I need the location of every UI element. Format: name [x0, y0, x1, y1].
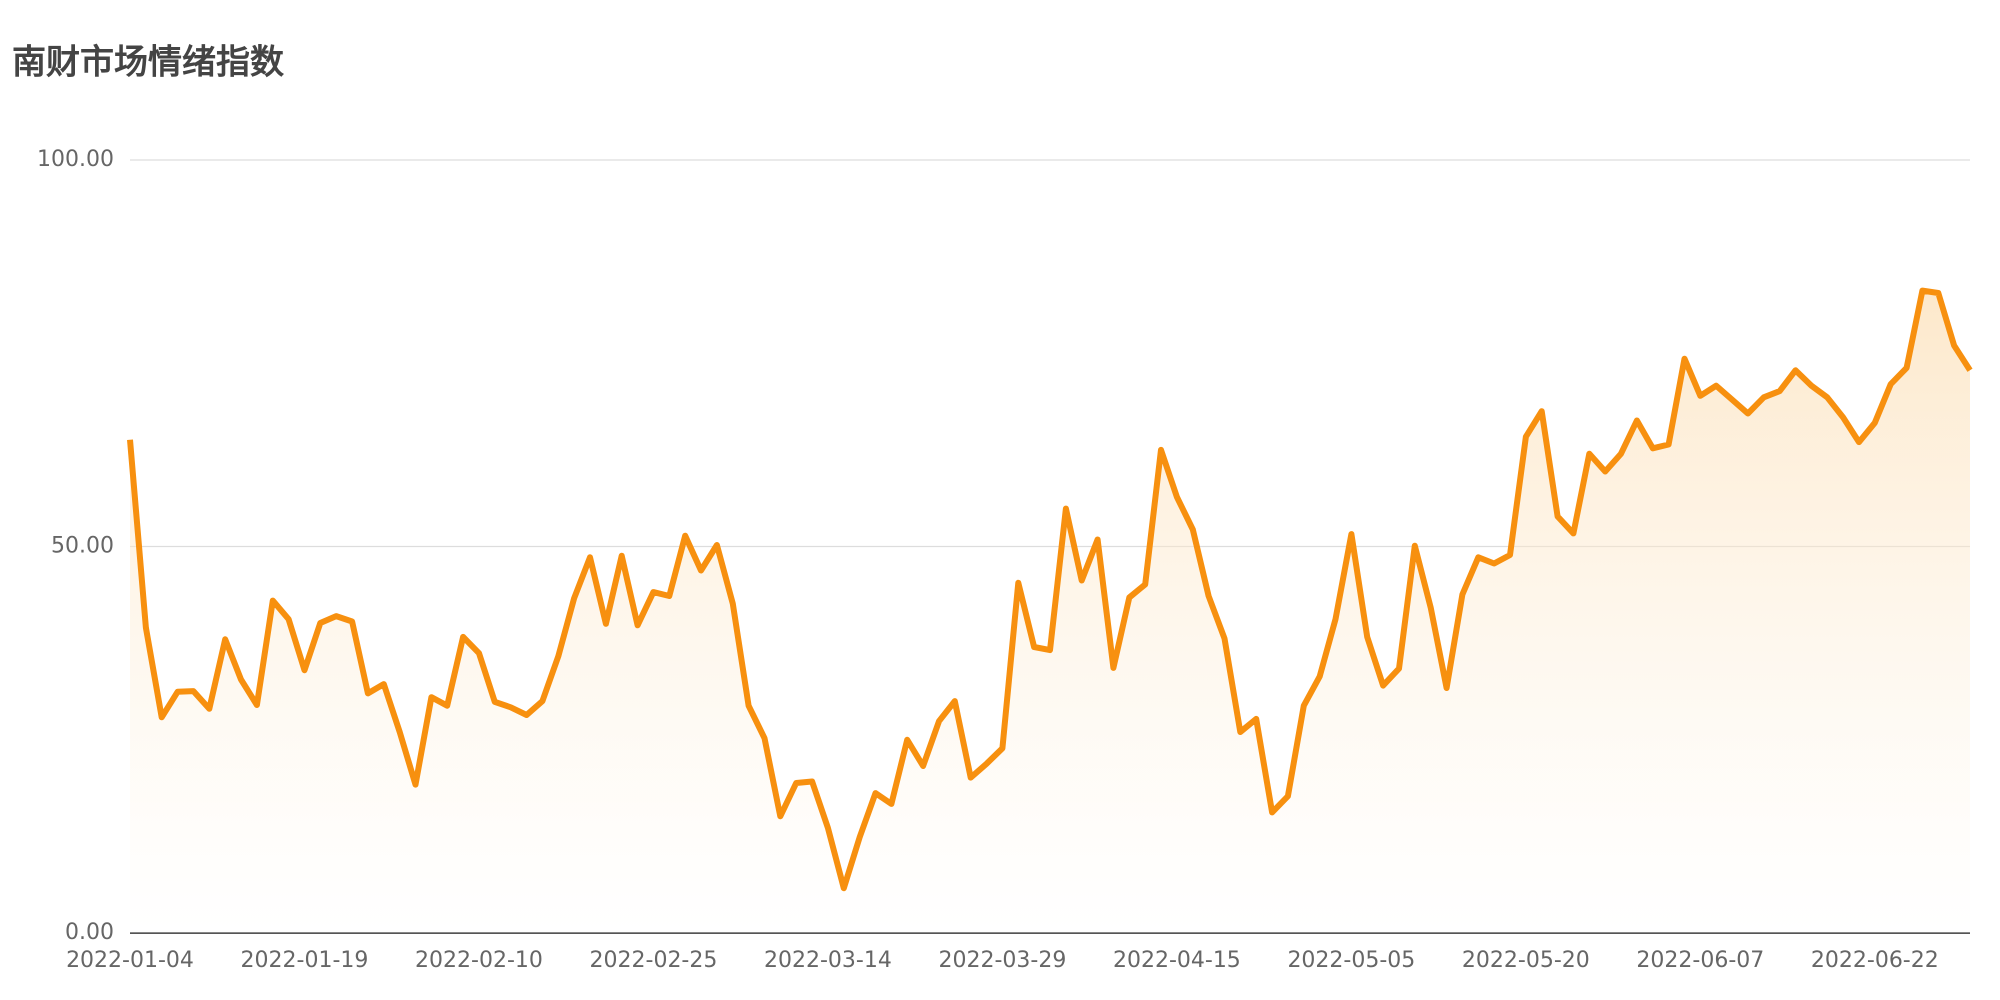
- x-tick-label: 2022-05-20: [1462, 948, 1590, 973]
- x-tick-label: 2022-04-15: [1113, 948, 1241, 973]
- x-tick-label: 2022-01-19: [241, 948, 369, 973]
- chart-title: 南财市场情绪指数: [12, 43, 284, 83]
- x-tick-label: 2022-03-29: [938, 948, 1066, 973]
- x-tick-label: 2022-06-07: [1636, 948, 1764, 973]
- line: [127, 287, 1973, 892]
- y-tick-label: 100.00: [37, 147, 114, 172]
- x-tick-label: 2022-02-25: [590, 948, 718, 973]
- x-tick-label: 2022-06-22: [1811, 948, 1939, 973]
- y-tick-label: 0.00: [65, 920, 114, 945]
- x-tick-label: 2022-01-04: [66, 948, 194, 973]
- area: [130, 290, 1970, 934]
- x-tick-label: 2022-02-10: [415, 948, 543, 973]
- x-tick-label: 2022-05-05: [1287, 948, 1415, 973]
- y-tick-label: 50.00: [51, 534, 114, 559]
- x-tick-label: 2022-03-14: [764, 948, 892, 973]
